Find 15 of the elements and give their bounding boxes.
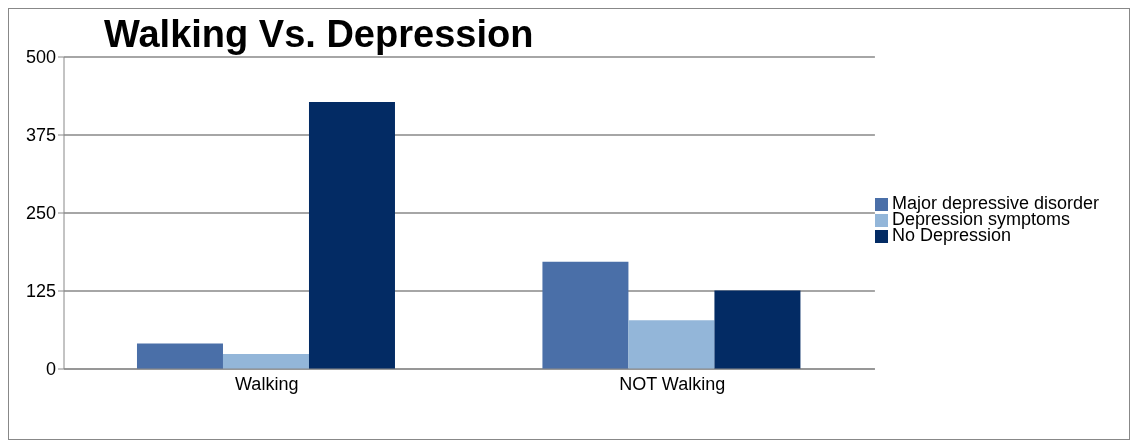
- y-tick-label: 375: [25, 125, 56, 146]
- y-tick-label: 125: [25, 281, 56, 302]
- y-tick-label: 250: [25, 203, 56, 224]
- bar: [628, 320, 715, 369]
- legend-label: Major depressive disorder: [891, 193, 1099, 213]
- bar: [222, 354, 309, 369]
- chart-title: Walking Vs. Depression: [104, 13, 534, 56]
- y-tick-label: 500: [25, 47, 56, 68]
- x-tick-label: NOT Walking: [619, 373, 726, 394]
- bar: [308, 101, 395, 369]
- y-tick-label: 0: [45, 359, 56, 380]
- bar: [714, 290, 801, 369]
- x-tick-label: Walking: [235, 373, 299, 394]
- bar: [542, 261, 629, 369]
- bar: [136, 343, 223, 369]
